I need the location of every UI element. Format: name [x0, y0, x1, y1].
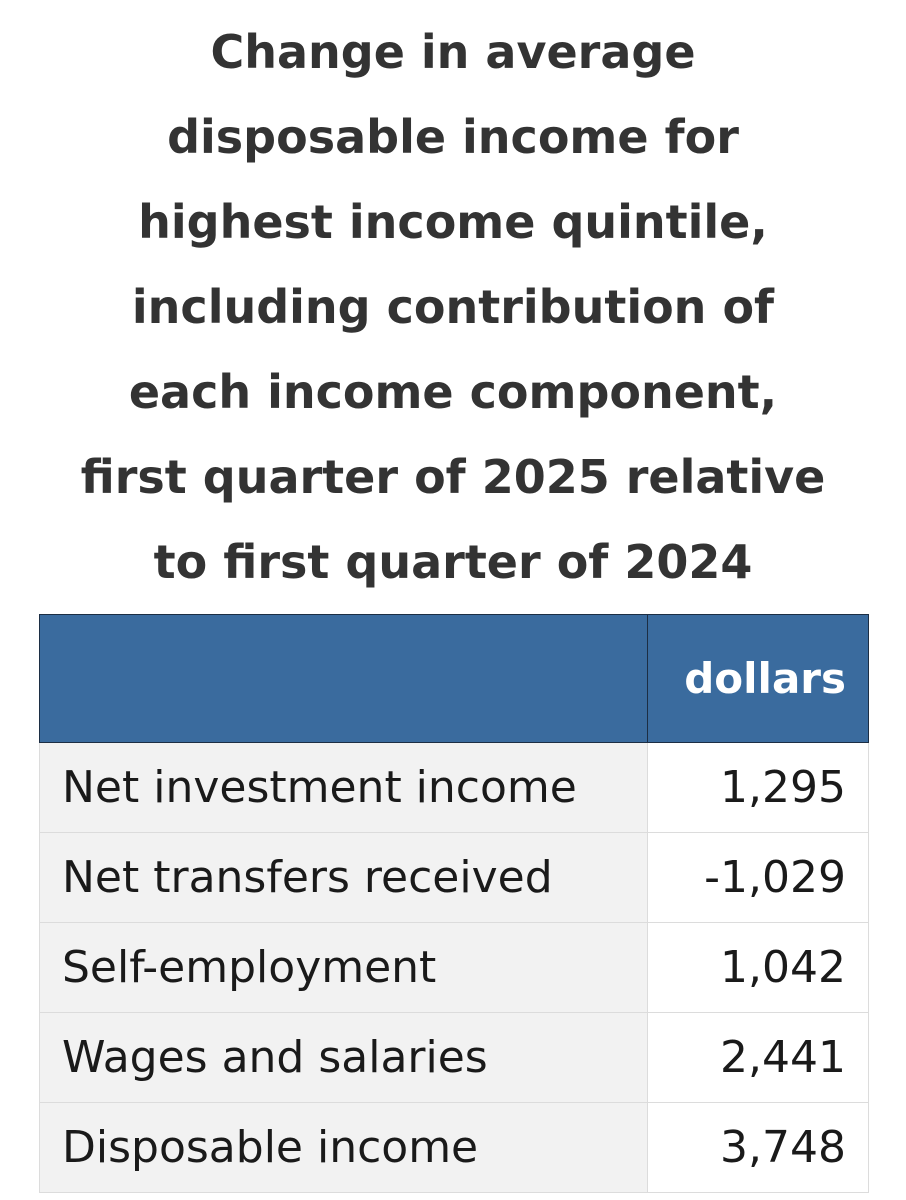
row-label: Disposable income — [39, 1102, 648, 1193]
table-row: Wages and salaries 2,441 — [39, 1012, 869, 1103]
row-value: -1,029 — [647, 832, 869, 923]
table-row: Net investment income 1,295 — [39, 742, 869, 833]
title-line-5: each income component, — [128, 365, 778, 419]
table-row: Disposable income 3,748 — [39, 1102, 869, 1193]
table-row: Net transfers received -1,029 — [39, 832, 869, 923]
title-line-6: first quarter of 2025 relative — [80, 450, 826, 504]
page-title: Change in average disposable income for … — [20, 10, 886, 605]
title-line-7: to first quarter of 2024 — [153, 535, 753, 589]
table-body: Net investment income 1,295 Net transfer… — [39, 742, 869, 1193]
title-line-1: Change in average — [210, 25, 696, 79]
title-line-4: including contribution of — [131, 280, 775, 334]
row-value: 1,042 — [647, 922, 869, 1013]
income-component-table: dollars Net investment income 1,295 Net … — [39, 614, 869, 1193]
header-label-cell — [39, 614, 648, 743]
table-header-row: dollars — [39, 614, 869, 743]
row-label: Net transfers received — [39, 832, 648, 923]
title-line-2: disposable income for — [167, 110, 739, 164]
title-line-3: highest income quintile, — [138, 195, 768, 249]
header-unit-cell: dollars — [647, 614, 869, 743]
table-header: dollars — [39, 614, 869, 743]
row-value: 2,441 — [647, 1012, 869, 1103]
table-row: Self-employment 1,042 — [39, 922, 869, 1013]
row-value: 1,295 — [647, 742, 869, 833]
row-label: Self-employment — [39, 922, 648, 1013]
row-value: 3,748 — [647, 1102, 869, 1193]
row-label: Net investment income — [39, 742, 648, 833]
row-label: Wages and salaries — [39, 1012, 648, 1103]
